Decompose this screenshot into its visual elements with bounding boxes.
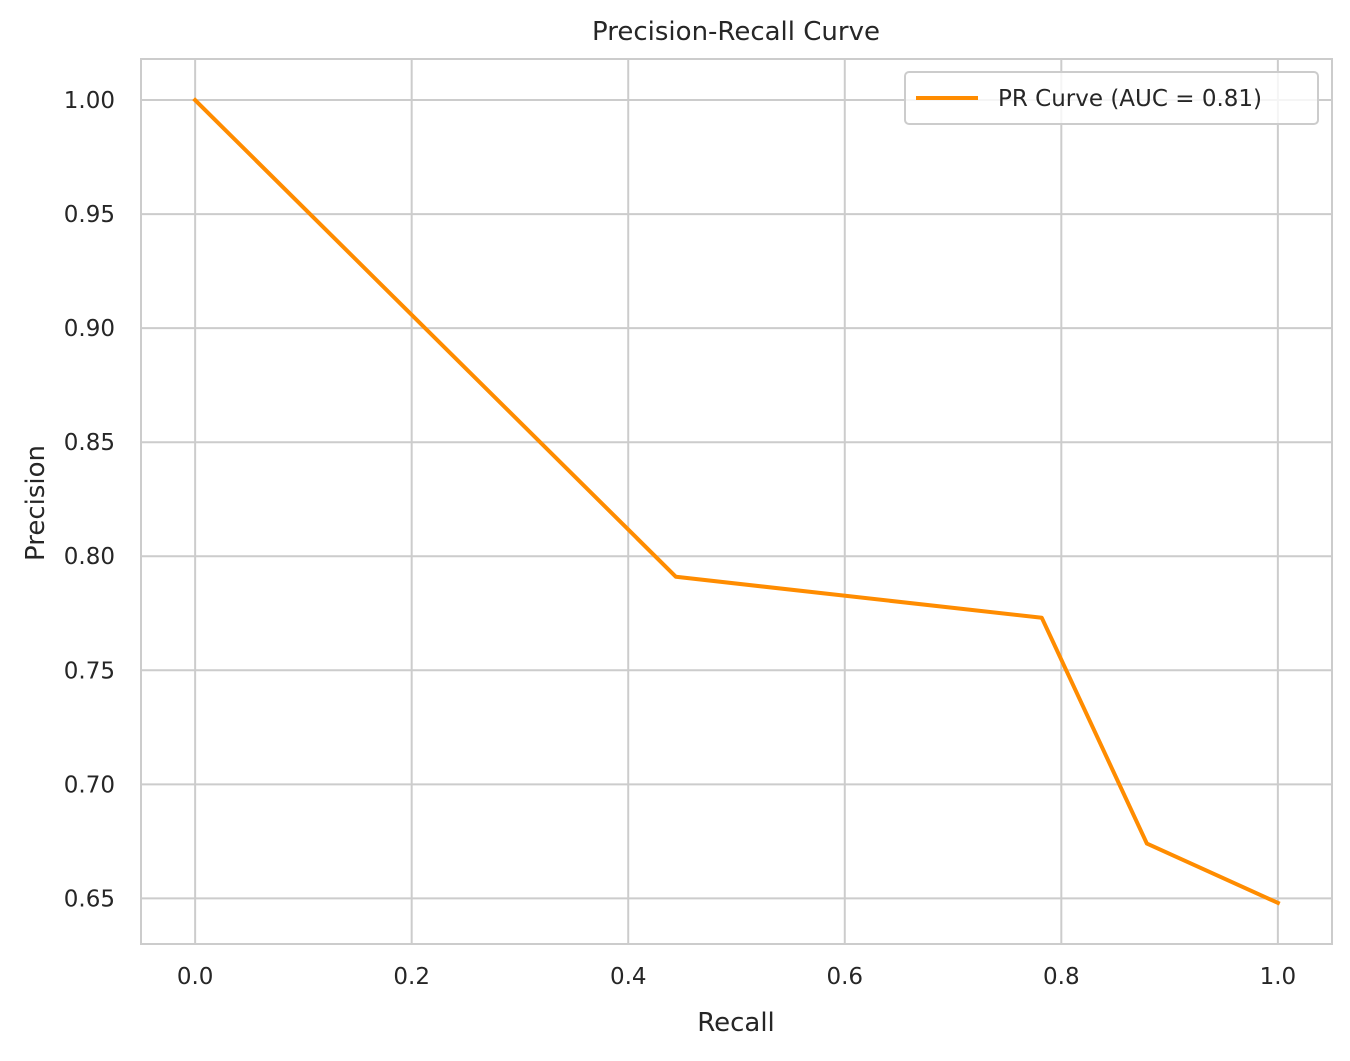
y-tick-label: 0.80: [64, 544, 115, 570]
y-tick-label: 0.70: [64, 772, 115, 798]
y-tick-label: 0.75: [64, 658, 115, 684]
x-tick-label: 0.2: [393, 964, 430, 990]
y-axis-title: Precision: [21, 445, 51, 561]
x-tick-label: 0.0: [177, 964, 214, 990]
y-tick-label: 0.95: [64, 202, 115, 228]
chart-title: Precision-Recall Curve: [592, 17, 880, 47]
legend-label: PR Curve (AUC = 0.81): [998, 86, 1262, 112]
y-tick-label: 0.85: [64, 430, 115, 456]
x-axis-title: Recall: [697, 1008, 775, 1038]
x-tick-label: 1.0: [1260, 964, 1297, 990]
x-tick-label: 0.8: [1043, 964, 1080, 990]
legend: PR Curve (AUC = 0.81): [905, 72, 1318, 124]
x-tick-label: 0.6: [826, 964, 863, 990]
y-tick-label: 1.00: [64, 88, 115, 114]
y-tick-label: 0.65: [64, 886, 115, 912]
x-tick-label: 0.4: [610, 964, 647, 990]
y-tick-label: 0.90: [64, 316, 115, 342]
